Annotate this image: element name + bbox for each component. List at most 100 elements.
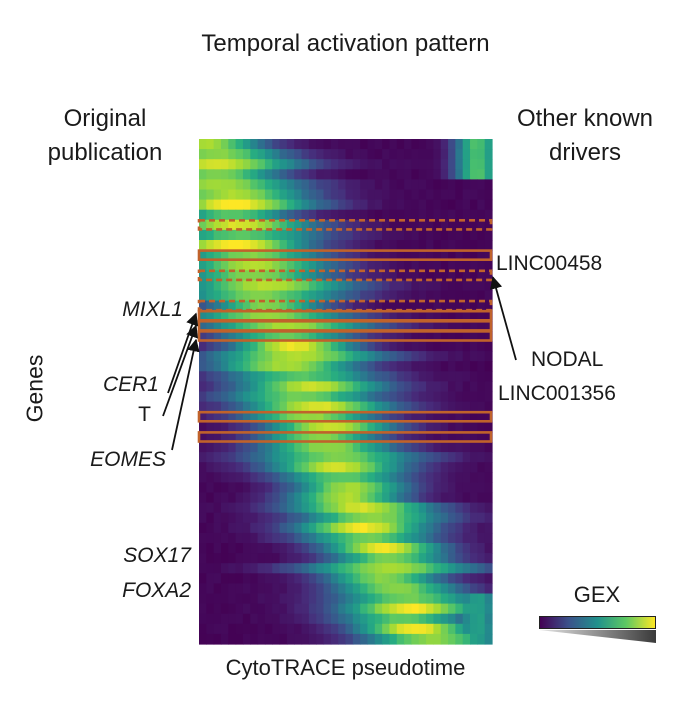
heatmap-cell <box>455 482 464 494</box>
heatmap-cell <box>213 290 222 302</box>
heatmap-cell <box>411 139 420 150</box>
heatmap-cell <box>206 401 215 413</box>
heatmap-cell <box>301 391 310 403</box>
heatmap-cell <box>374 603 383 615</box>
heatmap-cell <box>352 573 361 584</box>
heatmap-cell <box>367 351 376 362</box>
heatmap-cell <box>338 300 347 312</box>
heatmap-cell <box>374 421 383 433</box>
heatmap-cell <box>323 290 332 302</box>
heatmap-cell <box>433 290 442 302</box>
heatmap-cell <box>206 330 215 342</box>
heatmap-cell <box>470 139 478 150</box>
heatmap-cell <box>228 603 237 615</box>
heatmap-cell <box>257 229 266 241</box>
heatmap-cell <box>455 290 464 302</box>
heatmap-cell <box>367 341 376 352</box>
right-header: Other known drivers <box>495 102 675 170</box>
heatmap-cell <box>360 452 369 463</box>
heatmap-cell <box>426 502 434 514</box>
heatmap-cell <box>484 179 493 191</box>
heatmap-cell <box>279 603 288 615</box>
heatmap-cell <box>470 240 478 251</box>
heatmap-cell <box>345 603 354 615</box>
heatmap-cell <box>426 250 434 261</box>
heatmap-cell <box>477 603 486 615</box>
heatmap-cell <box>345 573 354 584</box>
heatmap-cell <box>272 189 281 201</box>
heatmap-cell <box>294 563 303 574</box>
heatmap-cell <box>264 452 273 463</box>
heatmap-cell <box>338 310 347 322</box>
heatmap-cell <box>404 260 413 271</box>
heatmap-cell <box>323 179 332 191</box>
heatmap-cell <box>345 351 354 362</box>
heatmap-cell <box>301 219 310 231</box>
heatmap-cell <box>250 310 259 322</box>
heatmap-cell <box>286 492 295 504</box>
heatmap-cell <box>338 472 347 483</box>
heatmap-cell <box>477 209 486 221</box>
heatmap-cell <box>389 492 398 504</box>
heatmap-cell <box>206 371 215 382</box>
heatmap-cell <box>228 492 237 504</box>
heatmap-cell <box>323 139 332 150</box>
heatmap-cell <box>279 462 288 473</box>
heatmap-cell <box>426 452 434 463</box>
heatmap-cell <box>279 492 288 504</box>
heatmap-cell <box>418 209 427 221</box>
heatmap-cell <box>367 431 376 443</box>
heatmap-cell <box>389 452 398 463</box>
heatmap-cell <box>294 209 303 221</box>
heatmap-cell <box>448 139 456 150</box>
heatmap-cell <box>272 270 281 281</box>
heatmap-cell <box>477 401 486 413</box>
heatmap-cell <box>264 543 273 554</box>
heatmap-cell <box>308 330 317 342</box>
heatmap-cell <box>448 371 456 382</box>
heatmap-cell <box>242 199 251 211</box>
heatmap-cell <box>470 522 478 534</box>
heatmap-cell <box>279 522 288 534</box>
heatmap-cell <box>462 209 471 221</box>
heatmap-cell <box>235 543 244 554</box>
heatmap-cell <box>396 391 405 403</box>
heatmap-cell <box>286 583 295 595</box>
heatmap-cell <box>228 290 237 302</box>
heatmap-cell <box>484 371 493 382</box>
heatmap-cell <box>396 593 405 605</box>
heatmap-cell <box>352 371 361 382</box>
heatmap-cell <box>426 421 434 433</box>
heatmap-cell <box>404 623 413 635</box>
heatmap-cell <box>411 250 420 261</box>
heatmap-cell <box>294 452 303 463</box>
heatmap-cell <box>470 270 478 281</box>
heatmap-cell <box>330 512 339 524</box>
gene-label-cer1: CER1 <box>102 373 159 396</box>
heatmap-cell <box>213 391 222 403</box>
heatmap-cell <box>235 371 244 382</box>
heatmap-cell <box>316 522 325 534</box>
heatmap-cell <box>367 543 376 554</box>
heatmap-cell <box>330 139 339 150</box>
heatmap-cell <box>250 431 259 443</box>
heatmap-cell <box>396 462 405 473</box>
heatmap-cell <box>440 472 449 483</box>
heatmap-cell <box>338 442 347 453</box>
heatmap-cell <box>426 260 434 271</box>
heatmap-cell <box>206 593 215 605</box>
heatmap-cell <box>440 300 449 312</box>
heatmap-cell <box>484 543 493 554</box>
heatmap-cell <box>345 442 354 453</box>
heatmap-cell <box>213 219 222 231</box>
heatmap-cell <box>440 320 449 332</box>
heatmap-cell <box>279 229 288 241</box>
heatmap-cell <box>352 290 361 302</box>
heatmap-cell <box>294 431 303 443</box>
heatmap-cell <box>404 553 413 564</box>
heatmap-cell <box>301 522 310 534</box>
heatmap-cell <box>360 512 369 524</box>
heatmap-cell <box>220 330 229 342</box>
heatmap-cell <box>228 482 237 494</box>
heatmap-cell <box>426 512 434 524</box>
